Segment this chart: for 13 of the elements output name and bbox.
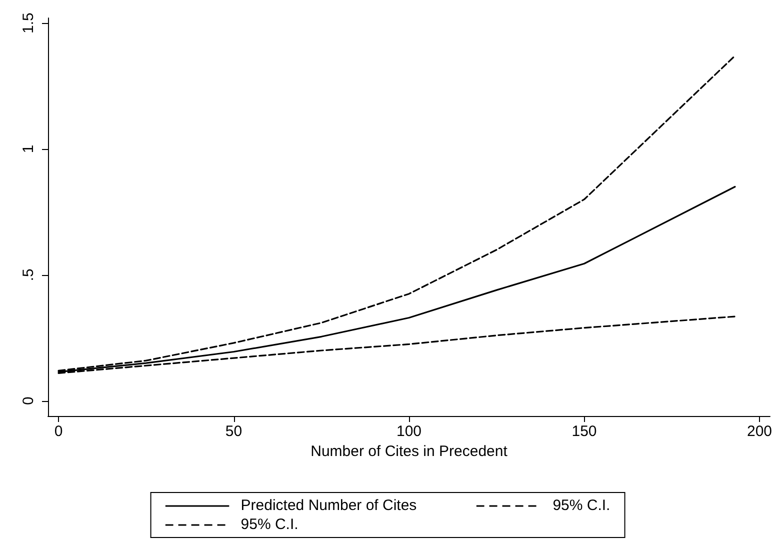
legend-label: 95% C.I. bbox=[552, 497, 610, 514]
x-tick-label: 50 bbox=[225, 423, 242, 440]
y-tick-label: 1.5 bbox=[20, 12, 37, 34]
x-tick-label: 200 bbox=[746, 423, 772, 440]
x-tick-label: 100 bbox=[396, 423, 422, 440]
legend-label: 95% C.I. bbox=[240, 516, 298, 533]
x-tick-label: 150 bbox=[572, 423, 597, 440]
x-axis-title: Number of Cites in Precedent bbox=[310, 442, 508, 460]
y-tick-label: .5 bbox=[20, 268, 37, 282]
legend-label: Predicted Number of Cites bbox=[240, 497, 417, 514]
y-tick-label: 1 bbox=[20, 144, 37, 154]
x-tick-label: 0 bbox=[54, 423, 63, 440]
y-tick-label: 0 bbox=[20, 396, 37, 406]
